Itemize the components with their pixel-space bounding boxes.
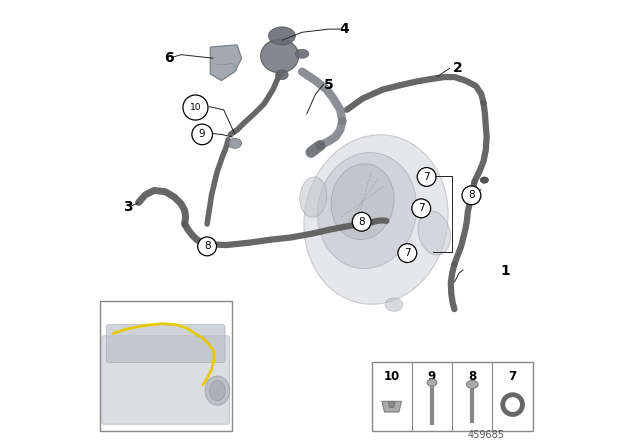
Polygon shape bbox=[388, 401, 396, 408]
Text: 5: 5 bbox=[324, 78, 334, 92]
Text: 2: 2 bbox=[453, 61, 463, 75]
Ellipse shape bbox=[203, 241, 211, 247]
Text: 10: 10 bbox=[383, 370, 400, 383]
Circle shape bbox=[462, 186, 481, 205]
Ellipse shape bbox=[304, 135, 448, 304]
Ellipse shape bbox=[427, 379, 437, 386]
Circle shape bbox=[503, 395, 522, 414]
Text: 10: 10 bbox=[189, 103, 201, 112]
Bar bbox=[371, 362, 532, 431]
Text: 6: 6 bbox=[164, 51, 173, 65]
Circle shape bbox=[192, 124, 212, 145]
Bar bbox=[100, 301, 232, 431]
Circle shape bbox=[412, 199, 431, 218]
Text: 7: 7 bbox=[509, 370, 516, 383]
Ellipse shape bbox=[357, 222, 365, 228]
Ellipse shape bbox=[269, 27, 295, 45]
Text: 459685: 459685 bbox=[467, 431, 504, 440]
Polygon shape bbox=[210, 45, 241, 81]
Circle shape bbox=[417, 168, 436, 186]
Text: 7: 7 bbox=[404, 248, 411, 258]
Circle shape bbox=[183, 95, 208, 120]
Ellipse shape bbox=[228, 138, 241, 148]
Text: 8: 8 bbox=[358, 217, 365, 227]
Ellipse shape bbox=[331, 164, 394, 240]
Ellipse shape bbox=[260, 39, 299, 73]
Ellipse shape bbox=[317, 153, 417, 268]
Ellipse shape bbox=[209, 381, 225, 401]
Circle shape bbox=[352, 212, 371, 231]
Text: 7: 7 bbox=[418, 203, 424, 213]
Ellipse shape bbox=[300, 177, 327, 217]
Ellipse shape bbox=[481, 177, 488, 183]
Circle shape bbox=[398, 244, 417, 263]
Ellipse shape bbox=[295, 49, 308, 58]
Text: 3: 3 bbox=[124, 200, 133, 215]
Ellipse shape bbox=[205, 376, 230, 405]
Text: 1: 1 bbox=[500, 264, 510, 278]
Text: 8: 8 bbox=[468, 190, 475, 200]
Text: 8: 8 bbox=[468, 370, 476, 383]
Ellipse shape bbox=[418, 211, 451, 255]
Polygon shape bbox=[382, 401, 401, 412]
Text: 8: 8 bbox=[204, 241, 211, 251]
Ellipse shape bbox=[467, 380, 478, 388]
Text: 9: 9 bbox=[428, 370, 436, 383]
Text: 7: 7 bbox=[423, 172, 430, 182]
Ellipse shape bbox=[385, 298, 403, 311]
Text: 4: 4 bbox=[339, 22, 349, 36]
FancyBboxPatch shape bbox=[106, 324, 225, 363]
Text: 9: 9 bbox=[199, 129, 205, 139]
Ellipse shape bbox=[276, 70, 288, 80]
Circle shape bbox=[198, 237, 216, 256]
FancyBboxPatch shape bbox=[102, 336, 230, 424]
